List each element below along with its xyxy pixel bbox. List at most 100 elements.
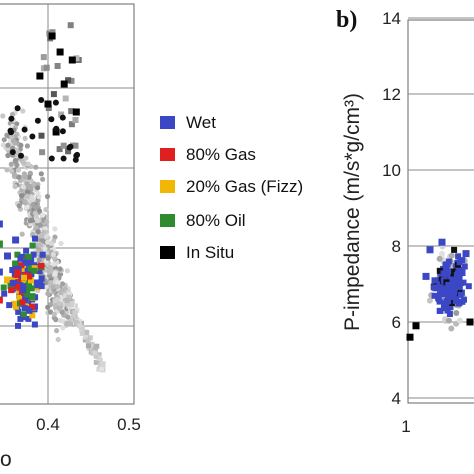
data-point: [14, 251, 21, 258]
background-point: [68, 121, 75, 128]
background-point: [54, 284, 61, 290]
panel-a-x-axis-title: o: [0, 448, 12, 471]
legend-swatch: [160, 214, 175, 227]
legend-item-in-situ: In Situ: [160, 243, 234, 262]
background-point: [9, 111, 16, 118]
data-point: [32, 235, 38, 242]
legend-label: 80% Oil: [186, 211, 246, 230]
background-point: [85, 338, 91, 344]
data-point: [457, 291, 464, 298]
background-point: [41, 229, 47, 235]
data-point-wet: [462, 250, 470, 258]
data-point: [17, 255, 24, 262]
background-point: [63, 293, 69, 299]
background-point: [93, 359, 99, 365]
data-point: [38, 283, 45, 290]
data-point-in-situ: [48, 155, 55, 162]
background-point: [65, 77, 72, 84]
background-point: [448, 252, 455, 259]
data-point: [15, 308, 22, 315]
background-point: [48, 240, 54, 246]
legend-label: In Situ: [186, 243, 234, 262]
data-point: [16, 294, 23, 301]
background-point: [73, 55, 80, 62]
legend-item-wet: Wet: [160, 113, 216, 132]
background-point: [60, 142, 67, 149]
data-point: [445, 258, 452, 265]
legend-swatch: [160, 180, 175, 193]
background-point: [23, 155, 29, 161]
background-point: [35, 218, 41, 224]
panel-b-chart: b) 4 6 8 10 12 14 1 P-impedance (m/s*g/cm³): [336, 7, 474, 436]
x-tick-label: 0.5: [117, 415, 141, 434]
data-point-80-oil: [0, 240, 3, 248]
background-point: [68, 108, 75, 115]
background-point: [35, 185, 41, 191]
background-point: [43, 64, 50, 71]
background-point: [54, 63, 61, 69]
background-point: [99, 362, 105, 367]
data-point: [431, 277, 438, 284]
y-tick-label: 10: [382, 161, 401, 180]
data-point: [456, 299, 463, 306]
background-point: [45, 255, 51, 261]
data-point: [39, 251, 46, 258]
data-point-80-oil: [12, 260, 20, 268]
background-point: [4, 167, 10, 173]
background-point: [51, 311, 57, 317]
background-point: [439, 250, 445, 257]
data-point: [27, 277, 34, 284]
background-point: [42, 246, 48, 252]
data-point: [1, 290, 8, 297]
data-point-in-situ: [466, 318, 474, 326]
background-point: [50, 284, 56, 290]
data-point: [29, 312, 36, 319]
data-point-in-situ: [66, 144, 73, 151]
data-point: [20, 283, 27, 290]
data-point: [26, 280, 33, 287]
background-point: [52, 270, 58, 276]
data-point: [445, 298, 452, 305]
data-point-in-situ: [59, 114, 66, 121]
data-point: [23, 247, 30, 254]
data-point: [453, 281, 460, 288]
legend-item-80-oil: 80% Oil: [160, 211, 246, 230]
background-point: [56, 146, 63, 153]
background-point: [72, 142, 79, 149]
background-point: [43, 207, 49, 213]
background-point: [79, 330, 85, 336]
background-point: [45, 291, 51, 297]
data-point: [444, 307, 451, 314]
data-point-wet: [12, 236, 20, 244]
background-point: [72, 310, 78, 316]
background-point: [51, 261, 57, 267]
data-point-20-gas-fizz-: [4, 276, 11, 284]
data-point: [461, 296, 467, 303]
data-point: [15, 322, 21, 329]
data-point: [439, 282, 446, 288]
background-point: [12, 183, 18, 190]
data-point-in-situ: [60, 80, 68, 88]
data-point-in-situ: [56, 48, 64, 56]
panel-b-x-ticks: 1: [401, 417, 410, 436]
background-point: [37, 242, 44, 248]
data-point: [15, 265, 22, 272]
panel-a-chart: 0.4 0.5 o: [0, 3, 141, 471]
data-point: [21, 274, 27, 281]
data-point-wet: [0, 268, 3, 276]
data-point-in-situ: [18, 152, 24, 159]
background-point: [12, 157, 18, 164]
data-point: [435, 296, 442, 302]
data-point: [21, 305, 28, 312]
legend-item-80-gas: 80% Gas: [160, 145, 256, 164]
data-point-wet: [422, 272, 430, 280]
data-point: [431, 292, 438, 299]
data-point: [24, 256, 31, 263]
background-point: [45, 304, 51, 310]
data-point: [12, 303, 19, 310]
data-point: [456, 259, 463, 266]
background-point: [64, 301, 70, 307]
background-point: [12, 172, 18, 178]
background-point: [52, 226, 58, 232]
background-point: [19, 193, 25, 199]
